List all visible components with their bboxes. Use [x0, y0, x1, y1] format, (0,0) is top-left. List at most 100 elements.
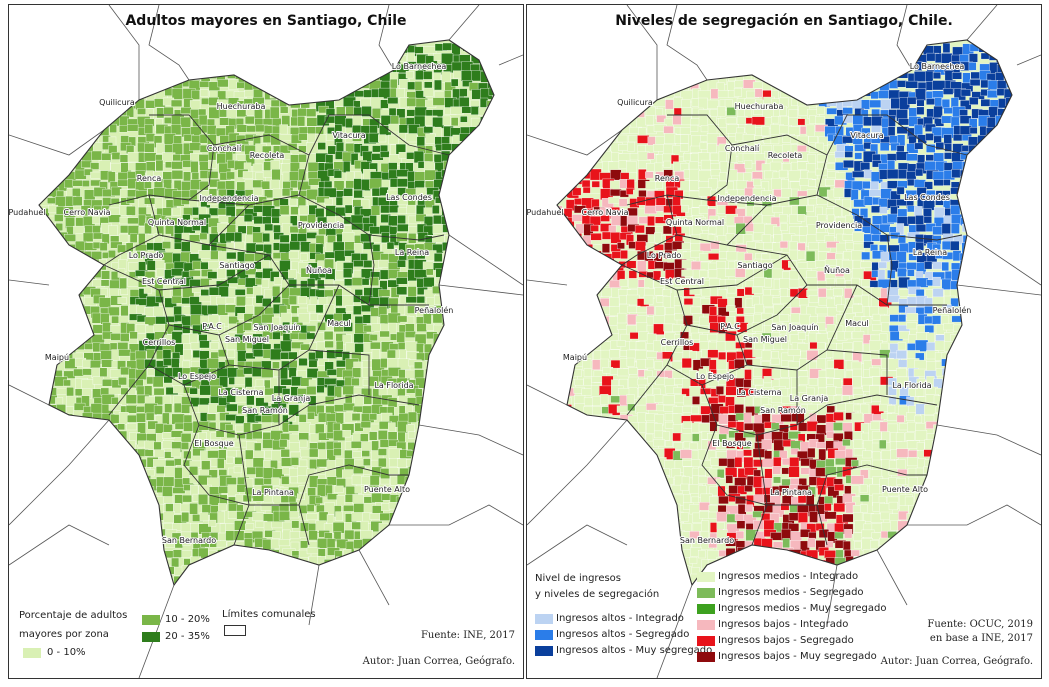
census-zone	[507, 424, 518, 434]
census-zone	[111, 80, 122, 88]
census-zone	[110, 333, 122, 341]
census-zone	[270, 179, 280, 190]
census-zone	[988, 224, 997, 237]
census-zone	[557, 243, 569, 253]
census-zone	[279, 234, 290, 243]
census-zone	[81, 583, 95, 585]
census-zone	[125, 405, 138, 414]
census-zone	[298, 432, 309, 441]
census-zone	[566, 260, 579, 272]
road-line	[1016, 54, 1041, 66]
census-zone	[408, 539, 419, 547]
census-zone	[664, 249, 673, 259]
census-zone	[815, 116, 825, 124]
census-zone	[499, 155, 511, 162]
census-zone	[207, 450, 221, 459]
census-zone	[506, 224, 518, 231]
census-zone	[74, 115, 82, 125]
census-zone	[395, 514, 407, 522]
census-zone	[916, 106, 925, 115]
census-zone	[887, 213, 898, 223]
census-zone	[252, 457, 264, 469]
census-zone	[65, 80, 74, 92]
census-zone	[326, 71, 338, 80]
census-zone	[282, 321, 291, 333]
census-zone	[442, 584, 454, 585]
census-zone	[39, 163, 49, 171]
census-zone	[298, 595, 309, 607]
census-zone	[92, 439, 106, 447]
census-zone	[547, 197, 555, 205]
census-zone	[459, 468, 472, 479]
census-zone	[609, 79, 622, 92]
census-zone	[733, 88, 742, 97]
census-zone	[460, 360, 473, 370]
census-zone	[242, 171, 254, 179]
census-zone	[138, 261, 146, 271]
census-zone	[845, 242, 854, 250]
census-zone	[137, 540, 149, 549]
commune-boundary	[233, 504, 250, 546]
road-line	[826, 564, 838, 626]
census-zone	[418, 602, 429, 614]
census-zone	[361, 278, 370, 286]
census-zone	[298, 313, 310, 324]
census-zone	[306, 583, 319, 585]
census-zone	[396, 286, 408, 295]
census-zone	[324, 378, 337, 385]
census-zone	[471, 595, 482, 604]
census-zone	[378, 60, 390, 74]
census-zone	[499, 44, 510, 54]
road-line	[656, 584, 693, 678]
census-zone	[111, 152, 121, 160]
census-zone	[147, 550, 157, 562]
census-zone	[433, 440, 446, 453]
census-zone	[423, 441, 431, 450]
census-zone	[459, 541, 473, 552]
census-zone	[217, 564, 230, 572]
census-zone	[817, 54, 825, 64]
census-zone	[1013, 278, 1024, 290]
census-zone	[1025, 163, 1032, 174]
census-zone	[108, 485, 117, 496]
census-zone	[362, 190, 372, 198]
census-zone	[504, 136, 516, 143]
road-line	[966, 5, 998, 41]
census-zone	[56, 89, 67, 96]
census-zone	[441, 512, 451, 521]
census-zone	[507, 523, 517, 533]
census-zone	[125, 52, 136, 65]
census-zone	[545, 109, 554, 116]
commune-label: San Bernardo	[162, 536, 216, 545]
census-zone	[190, 161, 199, 174]
census-zone	[751, 286, 763, 294]
census-zone	[351, 577, 360, 585]
census-zone	[942, 88, 954, 95]
census-zone	[39, 556, 47, 564]
census-zone	[75, 277, 86, 287]
census-zone	[39, 43, 42, 53]
census-zone	[55, 431, 67, 440]
census-zone	[943, 179, 951, 186]
census-zone	[450, 242, 463, 254]
census-zone	[407, 411, 417, 423]
census-zone	[679, 127, 691, 135]
census-zone	[1016, 163, 1027, 169]
census-zone	[362, 314, 371, 324]
census-zone	[119, 125, 128, 133]
census-zone	[39, 415, 51, 426]
census-zone	[1013, 80, 1025, 86]
census-zone	[63, 595, 72, 605]
census-zone	[548, 259, 557, 270]
census-zone	[852, 69, 865, 78]
census-zone	[31, 359, 39, 366]
census-zone	[480, 171, 489, 182]
census-zone	[565, 268, 577, 279]
census-zone	[575, 60, 589, 71]
census-zone	[48, 520, 62, 532]
census-zone	[460, 404, 469, 415]
census-zone	[960, 151, 970, 160]
census-zone	[397, 458, 408, 468]
census-zone	[879, 234, 890, 242]
census-zone	[477, 448, 491, 459]
